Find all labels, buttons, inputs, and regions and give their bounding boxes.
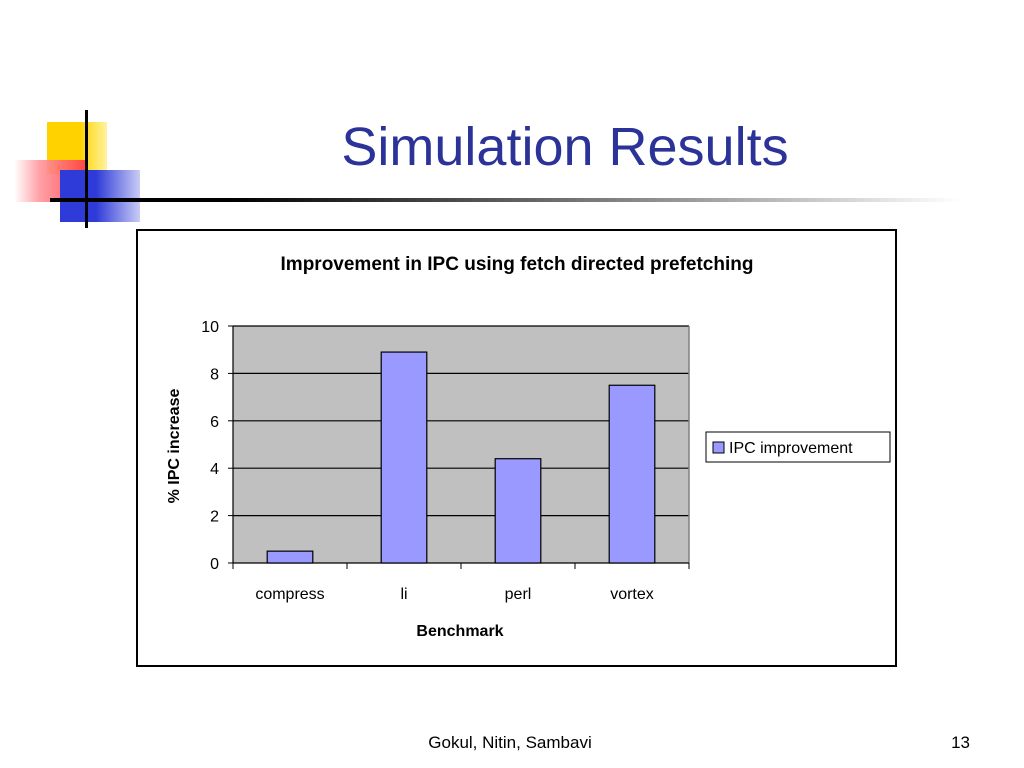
footer-authors: Gokul, Nitin, Sambavi: [428, 733, 592, 752]
legend-box: [705, 431, 891, 463]
bar-perl: [494, 458, 542, 564]
bar-compress: [266, 550, 314, 564]
x-tick-label-perl: perl: [505, 586, 532, 603]
page-number: 13: [951, 733, 970, 752]
legend-swatch: [712, 441, 725, 454]
bar-li: [380, 351, 428, 564]
legend-label-ipc-improvement: IPC improvement: [729, 440, 853, 457]
x-tick-label-vortex: vortex: [610, 586, 654, 603]
bar-vortex: [608, 384, 656, 564]
y-tick-label: 6: [210, 414, 219, 431]
bar-chart: Improvement in IPC using fetch directed …: [166, 254, 891, 640]
y-tick-label: 8: [210, 366, 219, 383]
title-underline: [50, 198, 960, 202]
x-tick-label-li: li: [400, 586, 407, 603]
chart-title: Improvement in IPC using fetch directed …: [281, 254, 754, 275]
y-axis-label: % IPC increase: [166, 389, 183, 504]
y-tick-label: 10: [201, 319, 219, 336]
x-tick-label-compress: compress: [255, 586, 324, 603]
x-axis-label: Benchmark: [416, 623, 503, 640]
logo-blue-square: [60, 170, 140, 222]
y-tick-label: 0: [210, 556, 219, 573]
y-tick-label: 2: [210, 509, 219, 526]
y-tick-label: 4: [210, 461, 219, 478]
slide-title: Simulation Results: [341, 117, 789, 177]
chart-legend: IPC improvement: [705, 431, 891, 463]
chart-frame: Improvement in IPC using fetch directed …: [136, 229, 897, 667]
logo-vertical-line: [85, 110, 88, 228]
